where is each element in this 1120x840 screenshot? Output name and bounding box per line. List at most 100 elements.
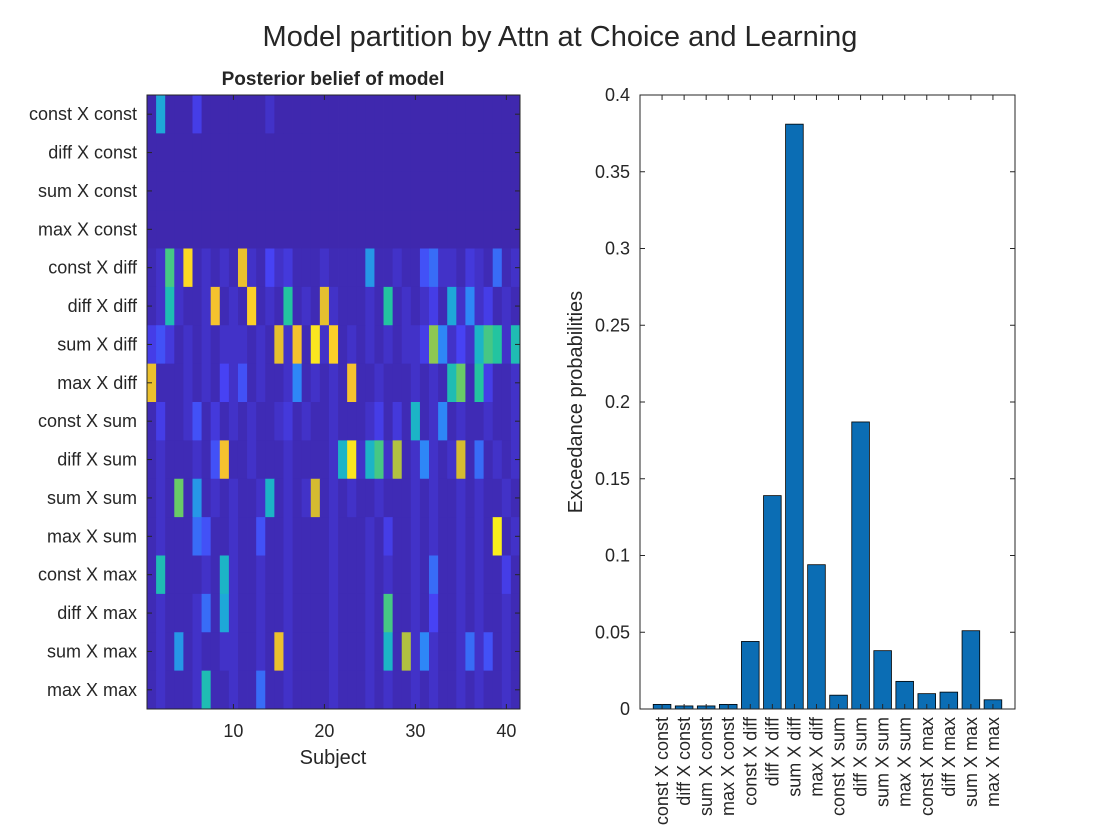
heatmap-cell	[283, 95, 293, 134]
heatmap-cell	[456, 478, 466, 518]
heatmap-cell	[419, 478, 430, 518]
heatmap-cell	[237, 363, 248, 403]
heatmap-cell	[319, 325, 330, 365]
heatmap-cell	[438, 555, 448, 595]
heatmap-cell	[492, 517, 503, 556]
heatmap-cell	[292, 325, 303, 365]
heatmap-cell	[410, 555, 421, 595]
heatmap-cell	[338, 325, 348, 365]
bar	[741, 641, 760, 710]
heatmap-cell	[183, 670, 193, 710]
heatmap-cell	[301, 248, 312, 288]
heatmap-cell	[301, 478, 312, 518]
heatmap-cell	[247, 402, 257, 441]
heatmap-cell	[438, 248, 448, 288]
heatmap-cell	[501, 133, 512, 173]
heatmap-cell	[319, 593, 330, 633]
heatmap-cell	[283, 440, 293, 480]
heatmap-cell	[174, 133, 184, 173]
heatmap-cell	[419, 133, 430, 173]
heatmap-cell	[410, 95, 421, 134]
heatmap-cell	[165, 478, 175, 518]
heatmap-cell	[429, 478, 439, 518]
heatmap-cell	[401, 133, 412, 173]
heatmap-cell	[465, 593, 475, 633]
heatmap-cell	[383, 402, 394, 441]
bar-axes-box	[639, 94, 1016, 710]
heatmap-cell	[228, 632, 239, 672]
heatmap-cell	[401, 402, 412, 441]
heatmap-cell	[401, 325, 412, 365]
heatmap-cell	[174, 440, 184, 480]
heatmap-cell	[438, 440, 448, 480]
heatmap-cell	[265, 95, 275, 134]
heatmap-cell	[310, 171, 321, 211]
heatmap-cell	[347, 555, 357, 595]
heatmap-cell	[192, 517, 202, 556]
heatmap-cell	[419, 363, 430, 403]
heatmap-cell	[347, 632, 357, 672]
heatmap-cell	[301, 363, 312, 403]
heatmap-cell	[283, 517, 293, 556]
heatmap-cell	[319, 210, 330, 249]
heatmap-cell	[401, 478, 412, 518]
heatmap-row-label: const X diff	[48, 258, 138, 278]
heatmap-cell	[474, 478, 485, 518]
heatmap-cell	[165, 171, 175, 211]
heatmap-cell	[374, 593, 384, 633]
heatmap-cell	[156, 517, 166, 556]
heatmap-cell	[319, 248, 330, 288]
bar-y-ticks: 0 0.05 0.1 0.15 0.2 0.25 0.3 0.35 0.4	[595, 85, 1015, 719]
heatmap-cell	[483, 171, 494, 211]
heatmap-cell	[174, 632, 184, 672]
heatmap-cell	[456, 171, 466, 211]
heatmap-cell	[347, 286, 357, 326]
heatmap-cell	[501, 402, 512, 441]
heatmap-row-label: max X diff	[57, 373, 138, 393]
heatmap-cell	[492, 286, 503, 326]
heatmap-cell	[156, 363, 166, 403]
heatmap-row-label: const X const	[29, 104, 137, 124]
heatmap-cell	[256, 555, 266, 595]
heatmap-cell	[474, 133, 485, 173]
heatmap-cell	[174, 363, 184, 403]
heatmap-cell	[165, 248, 175, 288]
heatmap-cell	[338, 286, 348, 326]
heatmap-cell	[447, 325, 457, 365]
heatmap-cell	[365, 210, 375, 249]
heatmap-cell	[174, 210, 184, 249]
heatmap-cell	[456, 133, 466, 173]
heatmap-cell	[483, 440, 494, 480]
heatmap-cell	[401, 286, 412, 326]
heatmap-cell	[192, 593, 202, 633]
heatmap-cell	[338, 593, 348, 633]
heatmap-cell	[501, 210, 512, 249]
heatmap-cell	[419, 632, 430, 672]
heatmap-cell	[156, 133, 166, 173]
heatmap-cell	[228, 440, 239, 480]
heatmap-cell	[219, 325, 230, 365]
heatmap-cell	[474, 286, 485, 326]
heatmap-cell	[247, 632, 257, 672]
heatmap-cell	[419, 670, 430, 710]
heatmap-cell	[328, 325, 339, 365]
heatmap-cell	[383, 670, 394, 710]
heatmap-cell	[237, 478, 248, 518]
heatmap-row-label: max X sum	[47, 526, 137, 546]
heatmap-cell	[456, 670, 466, 710]
heatmap-cell	[192, 95, 202, 134]
heatmap-x-label: Subject	[300, 747, 367, 769]
heatmap-cell	[265, 478, 275, 518]
heatmap-cell	[301, 133, 312, 173]
heatmap-cell	[456, 632, 466, 672]
heatmap-cell	[429, 171, 439, 211]
heatmap-cell	[410, 593, 421, 633]
heatmap-cell	[247, 363, 257, 403]
bar-x-tick-label: sum X sum	[873, 717, 893, 807]
heatmap-cell	[465, 517, 475, 556]
heatmap-cell	[447, 133, 457, 173]
heatmap-cell	[247, 171, 257, 211]
heatmap-cell	[429, 248, 439, 288]
heatmap-cell	[365, 593, 375, 633]
heatmap-cell	[483, 632, 494, 672]
